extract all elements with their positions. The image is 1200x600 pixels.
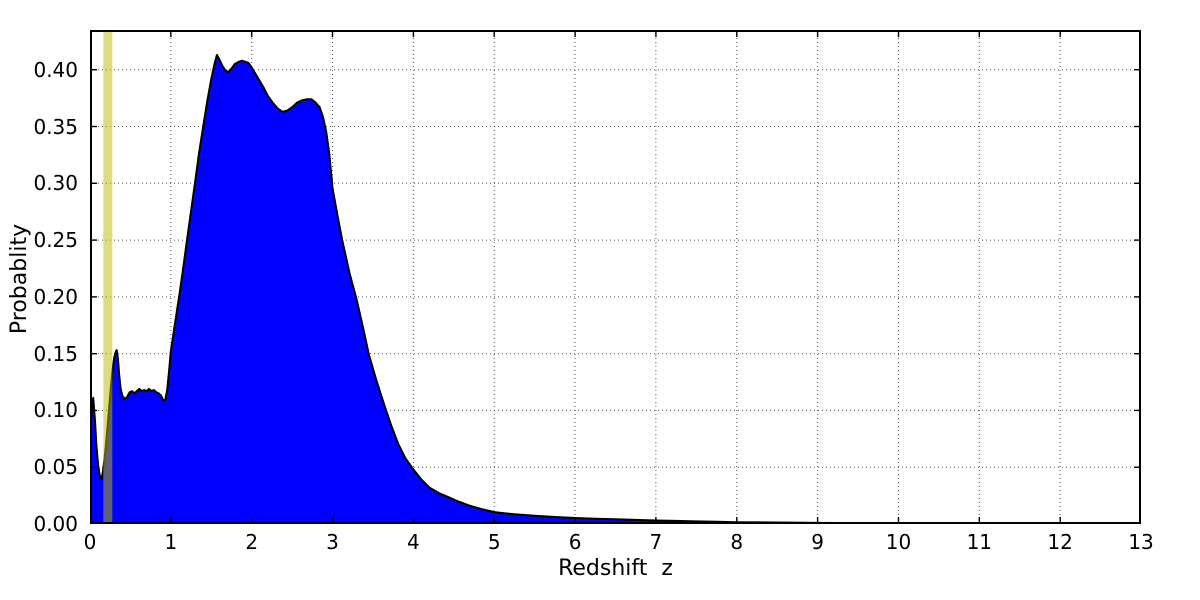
y-tick-label: 0.40	[33, 57, 78, 82]
probability-area	[90, 54, 1141, 524]
x-tick-label: 4	[407, 530, 420, 554]
x-tick-label: 13	[1128, 530, 1154, 554]
y-tick-label: 0.25	[33, 228, 78, 253]
y-tick-label: 0.20	[33, 284, 78, 309]
plot-border	[90, 30, 1141, 524]
y-tick-label: 0.05	[33, 455, 78, 480]
x-tick-label: 5	[487, 530, 501, 554]
plot-svg	[90, 30, 1141, 524]
x-tick-label: 12	[1047, 530, 1073, 554]
y-tick-label: 0.35	[33, 114, 78, 139]
x-tick-label: 3	[326, 530, 339, 554]
redshift-highlight-band	[103, 32, 113, 522]
x-axis-label: Redshift z	[558, 556, 673, 581]
x-tick-label: 2	[245, 530, 259, 554]
x-tick-label: 11	[966, 530, 993, 554]
y-axis-label: Probablity	[7, 223, 32, 335]
x-tick-label: 7	[649, 530, 663, 554]
x-tick-label: 0	[83, 530, 97, 554]
y-tick-label: 0.15	[33, 341, 78, 366]
y-tick-label: 0.10	[33, 398, 78, 423]
y-tick-label: 0.00	[33, 512, 78, 536]
plot-area	[90, 30, 1141, 524]
x-tick-label: 10	[885, 530, 912, 554]
x-tick-label: 8	[730, 530, 744, 554]
x-tick-label: 1	[164, 530, 178, 554]
x-tick-label: 9	[811, 530, 824, 554]
y-tick-label: 0.30	[33, 171, 78, 196]
x-tick-label: 6	[568, 530, 582, 554]
